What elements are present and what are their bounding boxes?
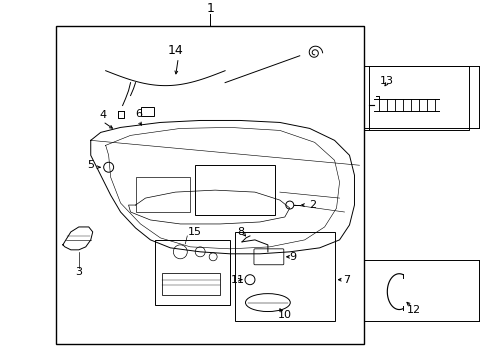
Bar bbox=[162, 273, 220, 294]
Bar bbox=[235, 232, 334, 321]
Text: 6: 6 bbox=[135, 109, 142, 120]
Text: 5: 5 bbox=[87, 160, 94, 170]
Text: 14: 14 bbox=[167, 44, 183, 57]
Bar bbox=[195, 165, 274, 215]
Text: 10: 10 bbox=[277, 310, 291, 320]
Bar bbox=[140, 107, 154, 117]
Text: 8: 8 bbox=[237, 227, 244, 237]
Text: 11: 11 bbox=[230, 275, 244, 285]
Text: 13: 13 bbox=[380, 76, 393, 86]
Text: 7: 7 bbox=[342, 275, 349, 285]
Text: 2: 2 bbox=[308, 200, 316, 210]
Text: 9: 9 bbox=[288, 252, 296, 262]
Bar bbox=[56, 26, 364, 345]
Text: 3: 3 bbox=[75, 267, 82, 277]
Text: 4: 4 bbox=[99, 111, 106, 121]
Text: 1: 1 bbox=[206, 3, 214, 15]
Bar bbox=[155, 240, 229, 305]
Bar bbox=[135, 177, 190, 212]
Text: 12: 12 bbox=[407, 305, 420, 315]
Text: 15: 15 bbox=[188, 227, 202, 237]
